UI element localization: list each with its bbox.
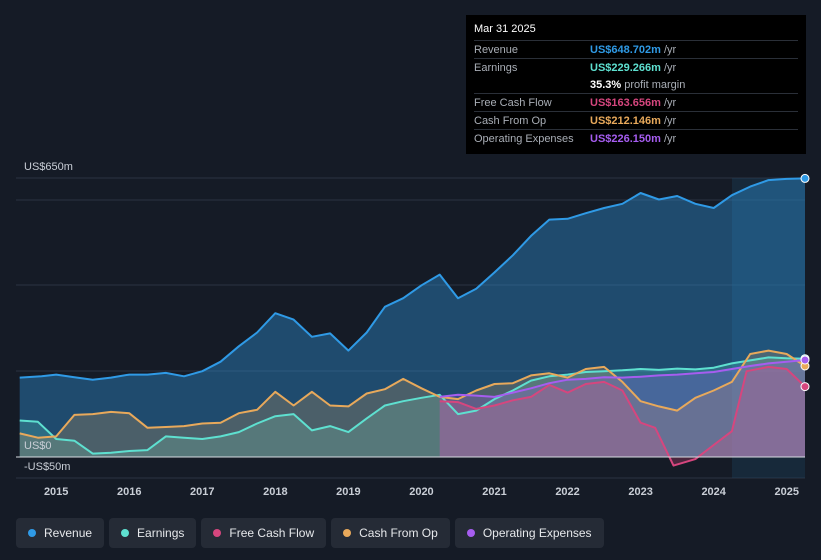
legend-label: Operating Expenses <box>482 526 592 540</box>
data-tooltip: Mar 31 2025 Revenue US$648.702m /yr Earn… <box>466 15 806 154</box>
x-tick-label: 2017 <box>190 486 214 498</box>
highlight-band <box>731 178 805 478</box>
legend-label: Revenue <box>44 526 93 540</box>
tooltip-value: 35.3% <box>590 78 622 91</box>
x-tick-label: 2018 <box>263 486 287 498</box>
x-tick-label: 2015 <box>44 486 68 498</box>
x-axis-ticks: 2015 2016 2017 2018 2019 2020 2021 2022 2023 2024… <box>44 486 799 498</box>
tooltip-row-cash-from-op: Cash From Op US$212.146m /yr <box>474 111 798 129</box>
earnings-area <box>19 357 805 457</box>
revenue-area <box>19 178 805 457</box>
legend-dot-icon <box>121 529 130 537</box>
x-tick-label: 2021 <box>482 486 506 498</box>
legend-label: Earnings <box>137 526 185 540</box>
tooltip-row-earnings: Earnings US$229.266m /yr <box>474 58 798 76</box>
tooltip-value: US$229.266m <box>590 61 661 74</box>
revenue-end-marker <box>800 173 810 183</box>
tooltip-label: Earnings <box>474 61 518 74</box>
tooltip-row-revenue: Revenue US$648.702m /yr <box>474 40 798 58</box>
x-tick-label: 2024 <box>701 486 726 498</box>
tooltip-unit: /yr <box>663 43 677 56</box>
legend-label: Cash From Op <box>359 526 438 540</box>
tooltip-date: Mar 31 2025 <box>474 23 536 35</box>
legend-dot-icon <box>213 529 222 537</box>
free-cash-flow-line <box>439 365 806 467</box>
legend-dot-icon <box>466 529 475 537</box>
tooltip-unit: /yr <box>663 96 677 109</box>
y-label-zero: US$0 <box>24 440 52 452</box>
free-cash-flow-end-marker <box>800 382 810 392</box>
tooltip-label: Cash From Op <box>474 114 547 127</box>
legend-cash-from-op[interactable]: Cash From Op <box>331 518 450 548</box>
x-tick-label: 2019 <box>336 486 360 498</box>
y-label-top: US$650m <box>24 161 73 173</box>
tooltip-value: US$226.150m <box>590 132 661 145</box>
x-tick-label: 2022 <box>555 486 579 498</box>
tooltip-label: Free Cash Flow <box>474 96 552 109</box>
operating-expenses-area <box>439 360 805 457</box>
legend-revenue[interactable]: Revenue <box>16 518 105 548</box>
tooltip-label: Operating Expenses <box>474 132 574 145</box>
legend-operating-expenses[interactable]: Operating Expenses <box>454 518 604 548</box>
tooltip-label: Revenue <box>474 43 519 56</box>
x-tick-label: 2023 <box>628 486 652 498</box>
legend-label: Free Cash Flow <box>229 526 315 540</box>
legend-dot-icon <box>343 529 352 537</box>
end-markers <box>800 173 810 392</box>
tooltip-row-operating-expenses: Operating Expenses US$226.150m /yr <box>474 129 798 147</box>
series-lines <box>16 177 806 467</box>
x-tick-label: 2025 <box>774 486 798 498</box>
legend-earnings[interactable]: Earnings <box>109 518 197 548</box>
series-areas <box>19 178 805 466</box>
legend-free-cash-flow[interactable]: Free Cash Flow <box>201 518 327 548</box>
legend-dot-icon <box>28 529 36 537</box>
cash-from-op-line <box>19 349 806 439</box>
tooltip-row-free-cash-flow: Free Cash Flow US$163.656m /yr <box>474 93 798 111</box>
x-tick-label: 2016 <box>117 486 141 498</box>
tooltip-value: US$212.146m <box>590 114 661 127</box>
operating-expenses-line <box>439 359 806 398</box>
y-label-bottom: -US$50m <box>24 461 70 473</box>
x-tick-label: 2020 <box>409 486 433 498</box>
operating-expenses-end-marker <box>800 355 810 365</box>
tooltip-value: US$163.656m <box>590 96 661 109</box>
financial-chart: US$650m US$0 -US$50m 2015 2016 2017 2018 201… <box>16 161 810 498</box>
earnings-line <box>19 356 806 455</box>
grid-lines <box>16 177 805 479</box>
tooltip-value: US$648.702m <box>590 43 661 56</box>
tooltip-unit: /yr <box>663 132 677 145</box>
tooltip-unit: /yr <box>663 114 677 127</box>
tooltip-unit: profit margin <box>624 78 686 91</box>
tooltip-row-profit-margin: 35.3% profit margin <box>474 76 798 93</box>
revenue-line <box>19 177 806 381</box>
free-cash-flow-area <box>439 366 805 466</box>
tooltip-unit: /yr <box>663 61 677 74</box>
chart-legend: Revenue Earnings Free Cash Flow Cash Fro… <box>16 518 604 548</box>
